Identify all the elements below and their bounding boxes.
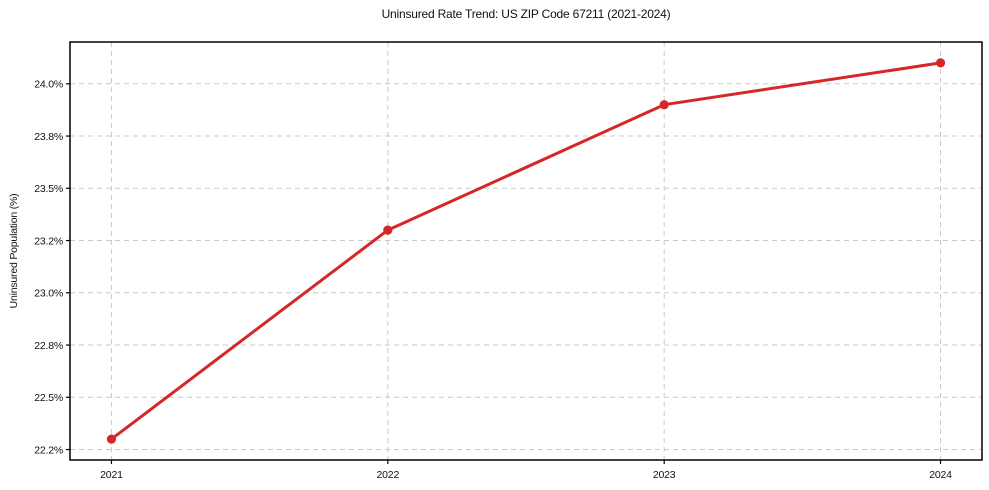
data-point (383, 225, 393, 235)
plot-border (69, 41, 983, 461)
chart-title: Uninsured Rate Trend: US ZIP Code 67211 … (381, 7, 671, 21)
x-tick-label: 2024 (929, 469, 952, 481)
x-tick-label: 2023 (653, 469, 676, 481)
y-tick-label: 24.0% (34, 79, 63, 91)
y-tick-label: 23.5% (34, 183, 63, 195)
y-tick-label: 22.2% (34, 444, 63, 456)
y-tick-label: 23.8% (34, 131, 63, 143)
y-tick-label: 23.2% (34, 235, 63, 247)
data-point (659, 100, 669, 110)
trend-line (109, 61, 943, 441)
data-point (935, 58, 946, 68)
y-tick-label: 23.0% (34, 288, 63, 300)
y-axis-label: Uninsured Population (%) (8, 193, 20, 309)
x-tick-label: 2021 (100, 469, 123, 481)
x-tick-label: 2022 (377, 469, 400, 481)
y-tick-label: 22.5% (34, 392, 63, 404)
y-tick-label: 22.8% (34, 340, 63, 352)
data-point (106, 434, 117, 444)
